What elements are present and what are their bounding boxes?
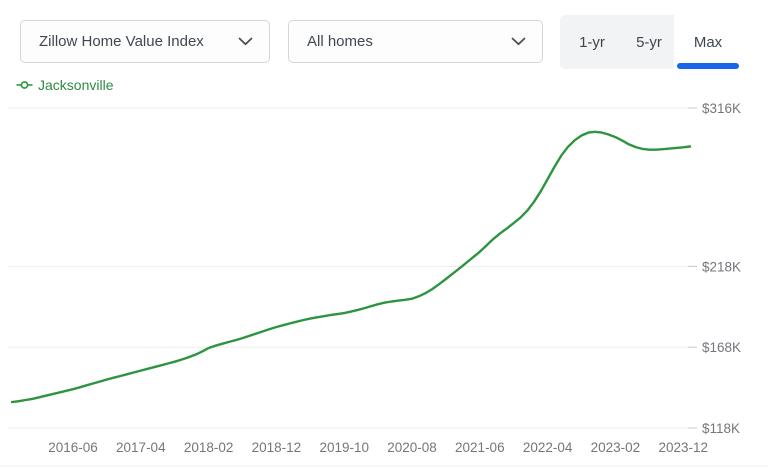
series-marker-icon bbox=[16, 79, 33, 91]
active-tab-indicator bbox=[677, 63, 739, 69]
x-axis-label: 2016-06 bbox=[48, 440, 98, 455]
home-type-dropdown-value: All homes bbox=[307, 33, 373, 50]
chevron-down-icon bbox=[511, 37, 526, 46]
x-axis-label: 2018-12 bbox=[252, 440, 302, 455]
tab-1yr-label: 1-yr bbox=[579, 33, 605, 51]
tab-5yr[interactable]: 5-yr bbox=[624, 15, 674, 69]
y-axis-label: $168K bbox=[702, 340, 741, 355]
x-axis-label: 2020-08 bbox=[387, 440, 437, 455]
tab-1yr[interactable]: 1-yr bbox=[560, 15, 624, 69]
x-axis-label: 2021-06 bbox=[455, 440, 505, 455]
x-axis-label: 2023-02 bbox=[591, 440, 641, 455]
x-axis-label: 2018-02 bbox=[184, 440, 234, 455]
x-axis-label: 2022-04 bbox=[523, 440, 573, 455]
y-axis-label: $118K bbox=[702, 421, 740, 436]
metric-dropdown-value: Zillow Home Value Index bbox=[39, 33, 204, 50]
metric-dropdown[interactable]: Zillow Home Value Index bbox=[20, 20, 270, 63]
y-axis-label: $218K bbox=[702, 259, 741, 274]
y-axis-label: $316K bbox=[702, 101, 741, 116]
x-axis-label: 2017-04 bbox=[116, 440, 166, 455]
series-line-jacksonville bbox=[10, 130, 692, 404]
tab-5yr-label: 5-yr bbox=[636, 33, 662, 51]
legend-series-label: Jacksonville bbox=[38, 77, 114, 93]
x-axis-label: 2023-12 bbox=[658, 440, 708, 455]
time-range-tabs: 1-yr 5-yr Max bbox=[560, 15, 742, 69]
x-axis-label: 2019-10 bbox=[319, 440, 369, 455]
legend: Jacksonville bbox=[16, 77, 113, 93]
chevron-down-icon bbox=[238, 37, 253, 46]
tab-max-label: Max bbox=[693, 33, 723, 51]
tab-max[interactable]: Max bbox=[674, 15, 742, 69]
home-type-dropdown[interactable]: All homes bbox=[288, 20, 543, 63]
